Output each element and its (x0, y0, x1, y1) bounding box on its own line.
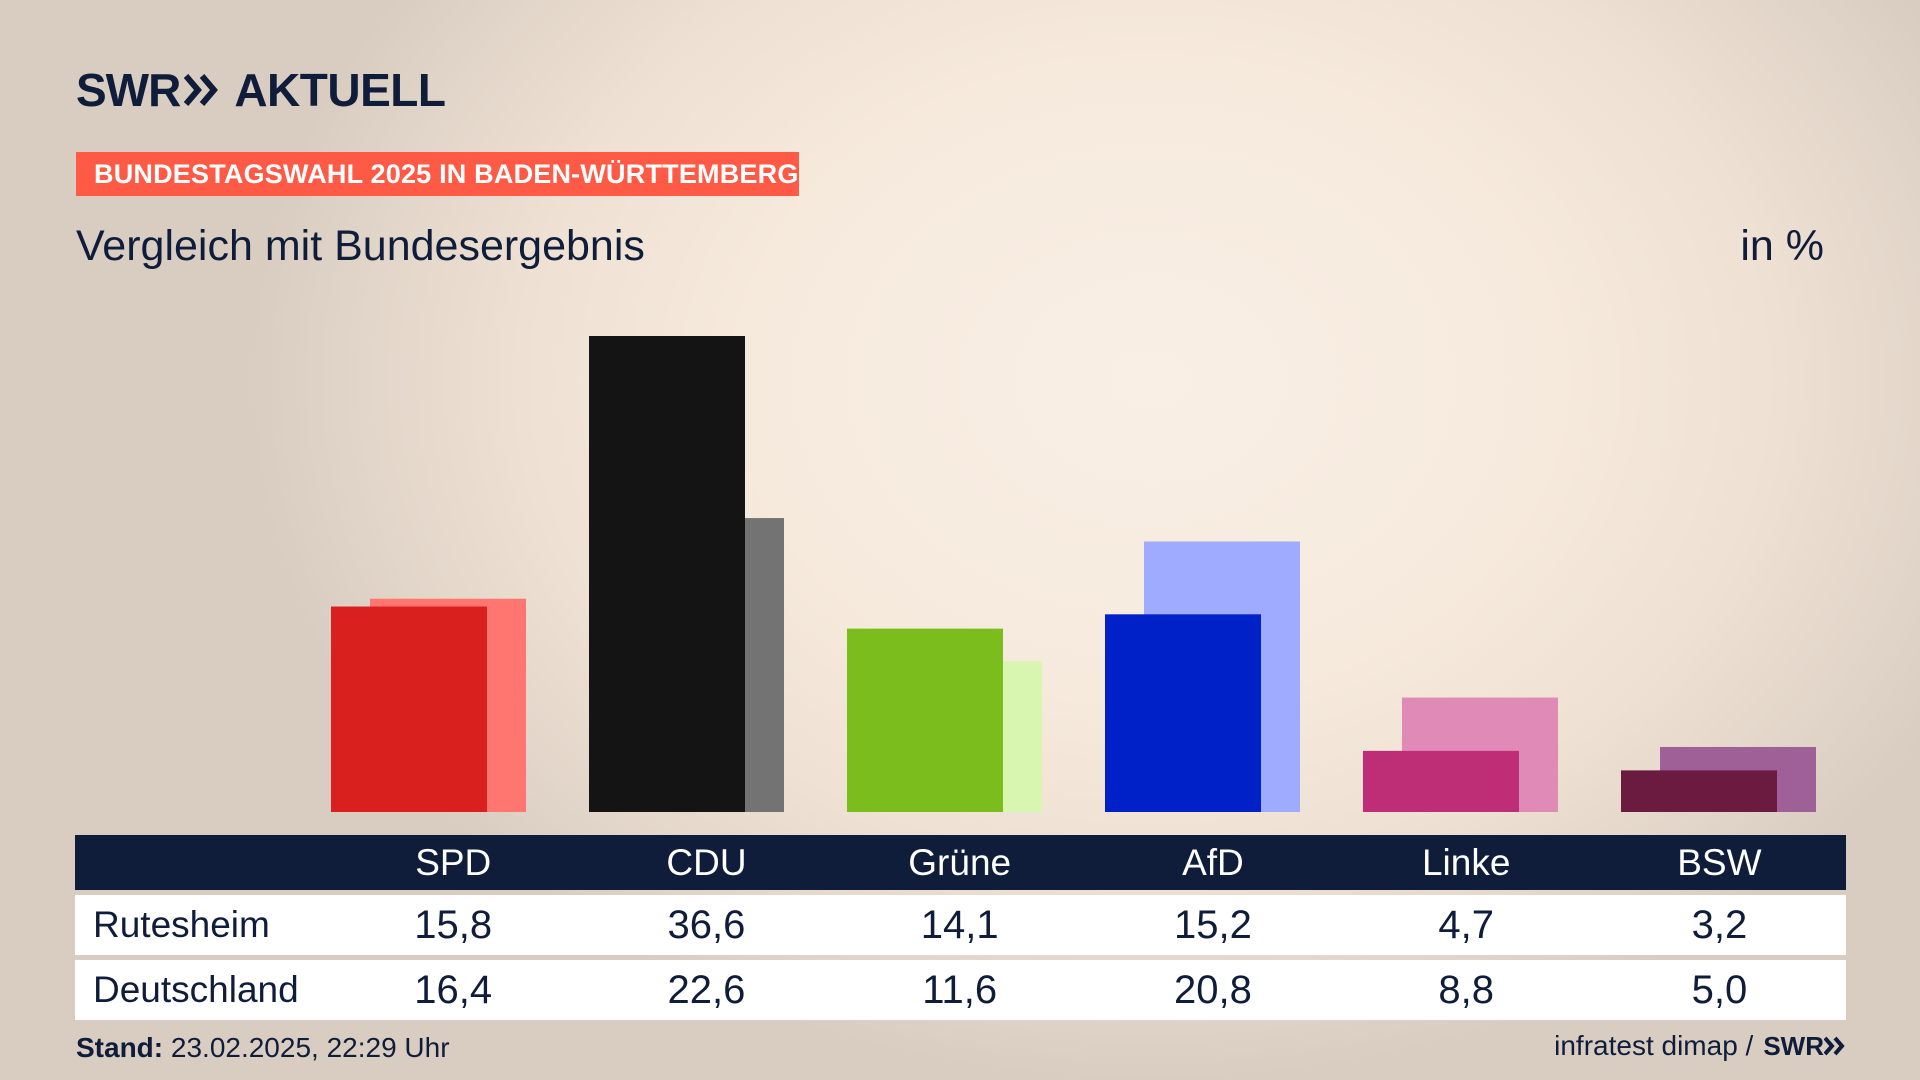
stand-value: 23.02.2025, 22:29 Uhr (170, 1032, 450, 1063)
results-table: SPD CDU Grüne AfD Linke BSW Rutesheim 15… (75, 835, 1846, 1020)
value-cell: 36,6 (667, 902, 746, 947)
bar-rutesheim-bsw (1621, 770, 1777, 812)
swr-aktuell-logo: SWR AKTUELL (76, 64, 446, 116)
value-cell: 3,2 (1691, 902, 1748, 947)
bar-rutesheim-grüne (847, 628, 1003, 812)
value-cell: 4,7 (1438, 902, 1494, 947)
party-header: SPD (415, 841, 492, 883)
bar-rutesheim-spd (331, 606, 487, 812)
unit-label: in % (1740, 222, 1824, 270)
party-header: BSW (1677, 841, 1762, 883)
bar-rutesheim-afd (1105, 614, 1261, 812)
swr-logo-text: SWR (76, 64, 181, 116)
bar-rutesheim-linke (1363, 750, 1519, 812)
swr-small-logo: SWR (1763, 1031, 1846, 1062)
value-cell: 14,1 (920, 902, 999, 947)
value-cell: 16,4 (414, 967, 493, 1012)
election-banner: BUNDESTAGSWAHL 2025 IN BADEN-WÜRTTEMBERG (76, 152, 799, 196)
chart-subtitle: Vergleich mit Bundesergebnis (76, 222, 645, 270)
aktuell-logo-text: AKTUELL (234, 64, 446, 116)
value-cell: 8,8 (1438, 967, 1494, 1012)
table-row: Rutesheim 15,8 36,6 14,1 15,2 4,7 3,2 (75, 895, 1846, 955)
value-cell: 11,6 (922, 967, 998, 1012)
swr-small-text: SWR (1763, 1030, 1824, 1061)
value-cell: 22,6 (667, 967, 746, 1012)
value-cell: 15,8 (414, 902, 493, 947)
table-header: SPD CDU Grüne AfD Linke BSW (75, 835, 1846, 890)
table-row: Deutschland 16,4 22,6 11,6 20,8 8,8 5,0 (75, 960, 1846, 1020)
double-chevron-icon (1824, 1036, 1845, 1056)
party-header: CDU (666, 841, 747, 883)
double-chevron-icon (184, 74, 219, 106)
value-cell: 20,8 (1174, 967, 1252, 1012)
value-cell: 15,2 (1174, 902, 1252, 947)
party-header: Grüne (908, 841, 1012, 883)
row-label: Deutschland (93, 969, 299, 1010)
bar-chart (331, 336, 1816, 812)
row-label: Rutesheim (93, 904, 270, 945)
bar-rutesheim-cdu (589, 336, 745, 812)
value-cell: 5,0 (1691, 967, 1748, 1012)
party-header: Linke (1421, 841, 1511, 883)
timestamp: Stand: 23.02.2025, 22:29 Uhr (76, 1032, 450, 1064)
party-header: AfD (1182, 841, 1244, 883)
stand-label: Stand: (76, 1032, 164, 1063)
source-text: infratest dimap / (1554, 1030, 1754, 1061)
source-credit: infratest dimap / SWR (1554, 1030, 1846, 1062)
